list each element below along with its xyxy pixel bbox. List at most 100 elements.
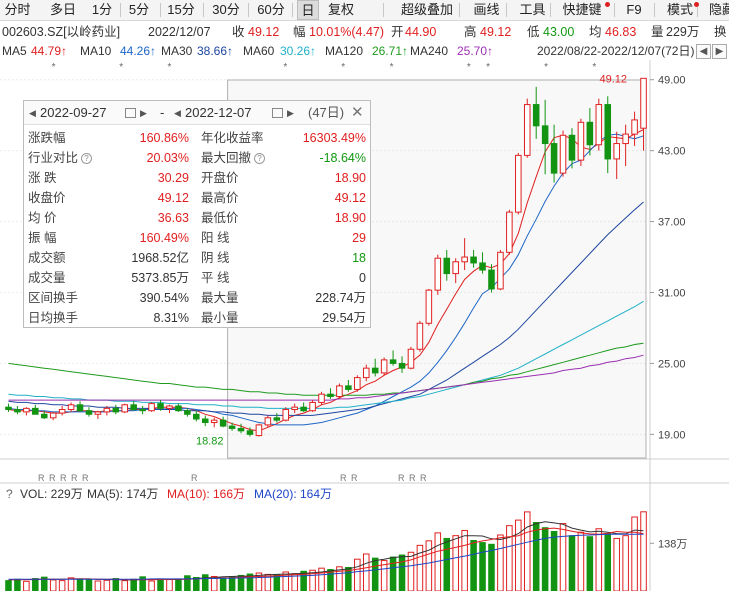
stat-label-text: 行业对比 (28, 151, 79, 165)
volume-bar (32, 578, 39, 591)
stat-value: 160.49% (140, 228, 189, 248)
stat-label: 收盘价 (28, 188, 66, 208)
prev-arrow-button[interactable]: ◀ (696, 44, 711, 59)
volume-ma-line (8, 533, 644, 580)
stat-label-text: 涨 跌 (28, 171, 57, 185)
volume-bar (40, 576, 48, 591)
volume-bar (407, 551, 415, 591)
toolbar-separator (550, 3, 551, 17)
stat-label-text: 最小量 (201, 311, 239, 325)
y-tick-label: 49.00 (658, 75, 686, 87)
volume-bar (595, 528, 603, 591)
volume-bar (193, 577, 200, 591)
stat-value-text: 36.63 (157, 211, 189, 225)
volume-bar (461, 529, 468, 591)
stat-value-text: 29 (352, 231, 366, 245)
change-label: 幅 (293, 25, 306, 39)
toolbar-tab-7[interactable]: 日 (297, 0, 319, 20)
candle-body (166, 405, 173, 409)
vol-text: VOL: 229万 (20, 487, 83, 501)
candle-body (58, 409, 66, 414)
help-icon[interactable]: ? (254, 153, 266, 164)
calendar-icon[interactable] (125, 108, 136, 118)
stat-label-text: 阴 线 (201, 251, 230, 265)
stat-value: 8.31% (154, 308, 189, 328)
volume-bar (139, 576, 146, 591)
toolbar-tab-0[interactable]: 分时 (4, 2, 31, 17)
next-arrow-button[interactable]: ▶ (712, 44, 727, 59)
star-marker: * (119, 62, 123, 73)
volume-bar (604, 533, 612, 591)
candle-body (201, 418, 209, 424)
toolbar-separator (120, 3, 121, 17)
toolbar-tab-1[interactable]: 多日 (49, 2, 76, 17)
calendar-icon[interactable] (272, 108, 283, 118)
low-label: 低 (527, 25, 540, 39)
stat-label-text: 收盘价 (28, 191, 66, 205)
stats-row: 均 价 36.63 最低价 18.90 (24, 208, 370, 228)
toolbar-tab-5[interactable]: 30分 (212, 2, 240, 17)
candle-body (157, 403, 164, 409)
candle-body (631, 119, 638, 135)
candle-body (443, 257, 451, 275)
change-value: 10.01%(4.47) (309, 25, 385, 39)
toolbar-tab-3[interactable]: 5分 (128, 2, 150, 17)
toolbar-tab-2[interactable]: 1分 (91, 2, 113, 17)
stat-value: 49.12 (158, 188, 189, 208)
y-tick-label: 43.00 (658, 146, 686, 158)
toolbar-menu-1[interactable]: 超级叠加 (400, 2, 453, 17)
volume-bar (112, 578, 120, 591)
y-tick-label: 31.00 (658, 288, 686, 300)
volume-bar (94, 580, 102, 591)
toolbar-menu-3[interactable]: 工具 (519, 2, 546, 17)
next-date-icon[interactable]: ▶ (140, 108, 147, 118)
y-tick-label: 25.00 (658, 358, 686, 370)
stat-value: 1968.52亿 (131, 248, 189, 268)
volume-bar (228, 576, 236, 591)
stat-label: 成交量 (28, 268, 66, 288)
next-end-date-icon[interactable]: ▶ (287, 108, 294, 118)
ma-value: 25.70↑ (457, 44, 494, 58)
volume-bar (103, 579, 111, 591)
help-icon[interactable]: ? (6, 487, 13, 501)
toolbar-menu-4[interactable]: 快捷键 (562, 2, 602, 17)
volume-bar (49, 579, 57, 591)
volume-bar (398, 554, 406, 591)
help-icon[interactable]: ? (81, 153, 93, 164)
high-value: 49.12 (480, 25, 512, 39)
stat-label-text: 成交量 (28, 271, 66, 285)
toolbar-menu-6[interactable]: 模式 (666, 2, 693, 17)
stat-label-text: 阳 线 (201, 231, 230, 245)
date-from[interactable]: 2022-09-27 (40, 105, 107, 120)
stat-label: 振 幅 (28, 228, 56, 248)
y-tick-label: 37.00 (658, 217, 686, 229)
volume-bar (506, 525, 513, 591)
stat-label: 最大回撤? (201, 148, 266, 168)
toolbar-separator (160, 3, 161, 17)
toolbar-tab-4[interactable]: 15分 (167, 2, 195, 17)
candle-body (613, 143, 620, 160)
stat-value-text: 49.12 (157, 191, 189, 205)
toolbar-tab-6[interactable]: 60分 (257, 2, 285, 17)
volume-bar (488, 543, 495, 591)
stats-row: 成交额 1968.52亿阴 线 18 (24, 248, 370, 268)
candle-body (94, 411, 102, 415)
toolbar-menu-2[interactable]: 画线 (473, 2, 500, 17)
date-to[interactable]: 2022-12-07 (185, 105, 252, 120)
stat-value: 18.90 (335, 208, 366, 228)
candle-body (49, 412, 57, 419)
stat-value: 5373.85万 (131, 268, 189, 288)
star-marker: * (467, 62, 471, 73)
toolbar-menu-5[interactable]: F9 (626, 2, 642, 17)
prev-end-date-icon[interactable]: ◀ (174, 108, 181, 118)
turnover-label: 换 (714, 25, 727, 39)
volume-bar (568, 535, 576, 591)
close-icon[interactable]: ✕ (351, 104, 364, 121)
toolbar-menu-0[interactable]: 复权 (327, 2, 354, 17)
r-marker: R (82, 473, 89, 483)
prev-date-icon[interactable]: ◀ (29, 108, 36, 118)
volume-bar (300, 570, 307, 591)
candle-body (228, 425, 236, 429)
toolbar-menu-7[interactable]: 隐藏 (708, 2, 729, 17)
stats-row: 成交量 5373.85万平 线 0 (24, 268, 370, 288)
